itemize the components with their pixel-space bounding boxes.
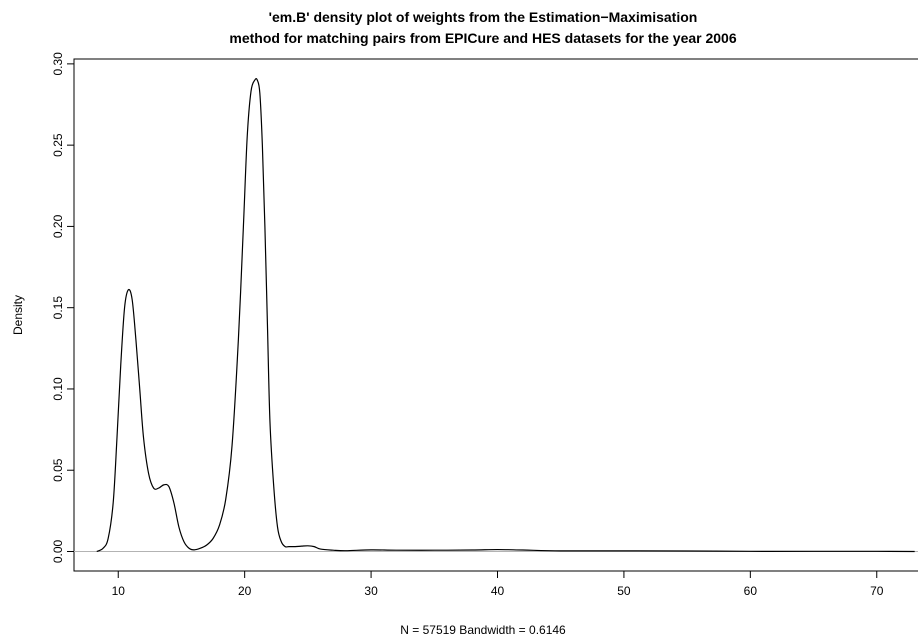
chart-title-line-1: 'em.B' density plot of weights from the …	[269, 9, 698, 25]
x-axis: 10 20 30 40 50 60 70	[112, 570, 884, 598]
y-tick-label: 0.25	[51, 133, 65, 157]
chart-title-line-2: method for matching pairs from EPICure a…	[229, 30, 736, 46]
x-tick-label: 70	[870, 584, 884, 598]
x-tick-label: 20	[238, 584, 252, 598]
y-tick-label: 0.10	[51, 377, 65, 401]
x-tick-label: 10	[112, 584, 126, 598]
x-tick-label: 40	[491, 584, 505, 598]
plot-frame	[73, 58, 918, 572]
x-tick-label: 30	[364, 584, 378, 598]
density-curve	[96, 78, 915, 553]
y-axis: 0.00 0.05 0.10 0.15 0.20 0.25 0.30	[51, 52, 75, 563]
y-axis-label: Density	[11, 295, 25, 335]
x-tick-label: 60	[744, 584, 758, 598]
y-tick-label: 0.05	[51, 458, 65, 482]
y-tick-label: 0.30	[51, 52, 65, 76]
x-axis-label: N = 57519 Bandwidth = 0.6146	[400, 623, 566, 637]
y-tick-label: 0.00	[51, 539, 65, 563]
y-tick-label: 0.15	[51, 296, 65, 320]
y-tick-label: 0.20	[51, 214, 65, 238]
x-tick-label: 50	[617, 584, 631, 598]
